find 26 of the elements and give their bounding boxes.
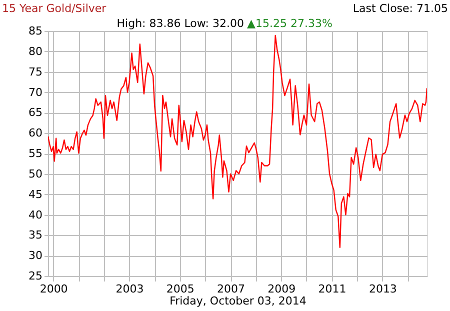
- y-tick-label: 85: [28, 24, 42, 38]
- x-tick-label: 2009: [268, 282, 296, 296]
- y-tick-label: 65: [28, 106, 42, 120]
- y-tick-label: 55: [28, 147, 42, 160]
- chart-title: 15 Year Gold/Silver: [2, 2, 107, 15]
- x-tick-label: 2003: [116, 282, 144, 296]
- x-tick-label: 2005: [166, 282, 194, 296]
- text: Last Close: 71.05: [352, 2, 448, 15]
- chart-subtitle: High: 83.86 Low: 32.00: [116, 17, 244, 30]
- y-tick-label: 40: [28, 208, 42, 222]
- x-tick-label: 2007: [217, 282, 246, 296]
- x-tick-label: 2000: [40, 282, 68, 296]
- y-tick-label: 70: [28, 86, 42, 99]
- text: ▲15.25 27.33%: [247, 17, 332, 30]
- x-tick-label: 2013: [368, 282, 397, 296]
- y-tick-label: 35: [28, 228, 42, 242]
- y-tick-label: 75: [28, 65, 42, 78]
- y-tick-label: 80: [28, 44, 42, 58]
- y-tick-label: 60: [28, 126, 42, 140]
- line-series: [48, 34, 427, 248]
- x-tick-label: 2011: [318, 282, 346, 296]
- y-tick-label: 50: [28, 167, 42, 180]
- y-tick-label: 45: [28, 188, 42, 201]
- x-axis-title: Friday, October 03, 2014: [170, 294, 306, 308]
- y-tick-label: 30: [28, 249, 42, 262]
- y-tick-label: 25: [28, 270, 42, 282]
